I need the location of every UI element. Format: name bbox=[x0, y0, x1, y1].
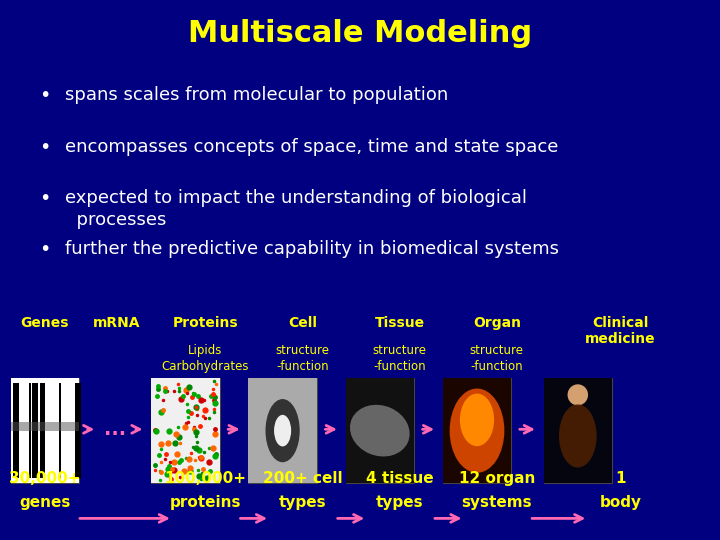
Bar bbox=[151, 378, 220, 483]
Bar bbox=[40, 383, 45, 478]
Text: 200+ cell: 200+ cell bbox=[263, 471, 342, 486]
Bar bbox=[59, 383, 61, 478]
Bar bbox=[248, 378, 317, 483]
Ellipse shape bbox=[266, 399, 300, 462]
Text: •: • bbox=[40, 240, 51, 259]
Text: 4 tissue: 4 tissue bbox=[366, 471, 433, 486]
Text: 1: 1 bbox=[616, 471, 626, 486]
Bar bbox=[11, 422, 79, 431]
Text: types: types bbox=[279, 495, 326, 510]
Text: mRNA: mRNA bbox=[93, 316, 140, 330]
Bar bbox=[151, 378, 220, 483]
Text: 100,000+: 100,000+ bbox=[164, 471, 246, 486]
Text: Organ: Organ bbox=[473, 316, 521, 330]
Text: further the predictive capability in biomedical systems: further the predictive capability in bio… bbox=[65, 240, 559, 258]
Bar bbox=[11, 378, 79, 483]
Ellipse shape bbox=[559, 404, 597, 468]
Bar bbox=[11, 378, 79, 483]
Text: encompasses concepts of space, time and state space: encompasses concepts of space, time and … bbox=[65, 138, 558, 156]
Text: •: • bbox=[40, 189, 51, 208]
Ellipse shape bbox=[449, 388, 505, 473]
Text: •: • bbox=[40, 86, 51, 105]
Text: proteins: proteins bbox=[169, 495, 241, 510]
Text: Genes: Genes bbox=[20, 316, 69, 330]
Text: Clinical
medicine: Clinical medicine bbox=[585, 316, 656, 346]
Text: Tissue: Tissue bbox=[374, 316, 425, 330]
Text: structure
-function: structure -function bbox=[469, 344, 523, 373]
Bar bbox=[248, 378, 317, 483]
Text: spans scales from molecular to population: spans scales from molecular to populatio… bbox=[65, 86, 448, 104]
Text: Cell: Cell bbox=[288, 316, 317, 330]
Text: systems: systems bbox=[462, 495, 532, 510]
Bar bbox=[13, 383, 19, 478]
Text: ...: ... bbox=[104, 420, 126, 439]
Ellipse shape bbox=[274, 415, 291, 447]
Bar bbox=[544, 378, 612, 483]
Bar bbox=[544, 378, 612, 483]
Text: Proteins: Proteins bbox=[172, 316, 238, 330]
Bar bbox=[443, 378, 511, 483]
Text: structure
-function: structure -function bbox=[275, 344, 329, 373]
Text: •: • bbox=[40, 138, 51, 157]
Ellipse shape bbox=[350, 405, 410, 456]
Text: genes: genes bbox=[19, 495, 71, 510]
Text: 12 organ: 12 organ bbox=[459, 471, 535, 486]
Bar bbox=[346, 378, 414, 483]
Bar bbox=[443, 378, 511, 483]
Bar bbox=[29, 383, 31, 478]
Text: Lipids
Carbohydrates: Lipids Carbohydrates bbox=[161, 344, 249, 373]
Ellipse shape bbox=[460, 394, 494, 446]
Text: structure
-function: structure -function bbox=[373, 344, 426, 373]
Bar bbox=[32, 383, 38, 478]
Bar bbox=[346, 378, 414, 483]
Ellipse shape bbox=[567, 384, 588, 406]
Text: expected to impact the understanding of biological
  processes: expected to impact the understanding of … bbox=[65, 189, 527, 229]
Text: types: types bbox=[376, 495, 423, 510]
Text: Multiscale Modeling: Multiscale Modeling bbox=[188, 19, 532, 48]
Text: 30,000+: 30,000+ bbox=[9, 471, 81, 486]
Text: body: body bbox=[600, 495, 642, 510]
Bar bbox=[75, 383, 81, 478]
